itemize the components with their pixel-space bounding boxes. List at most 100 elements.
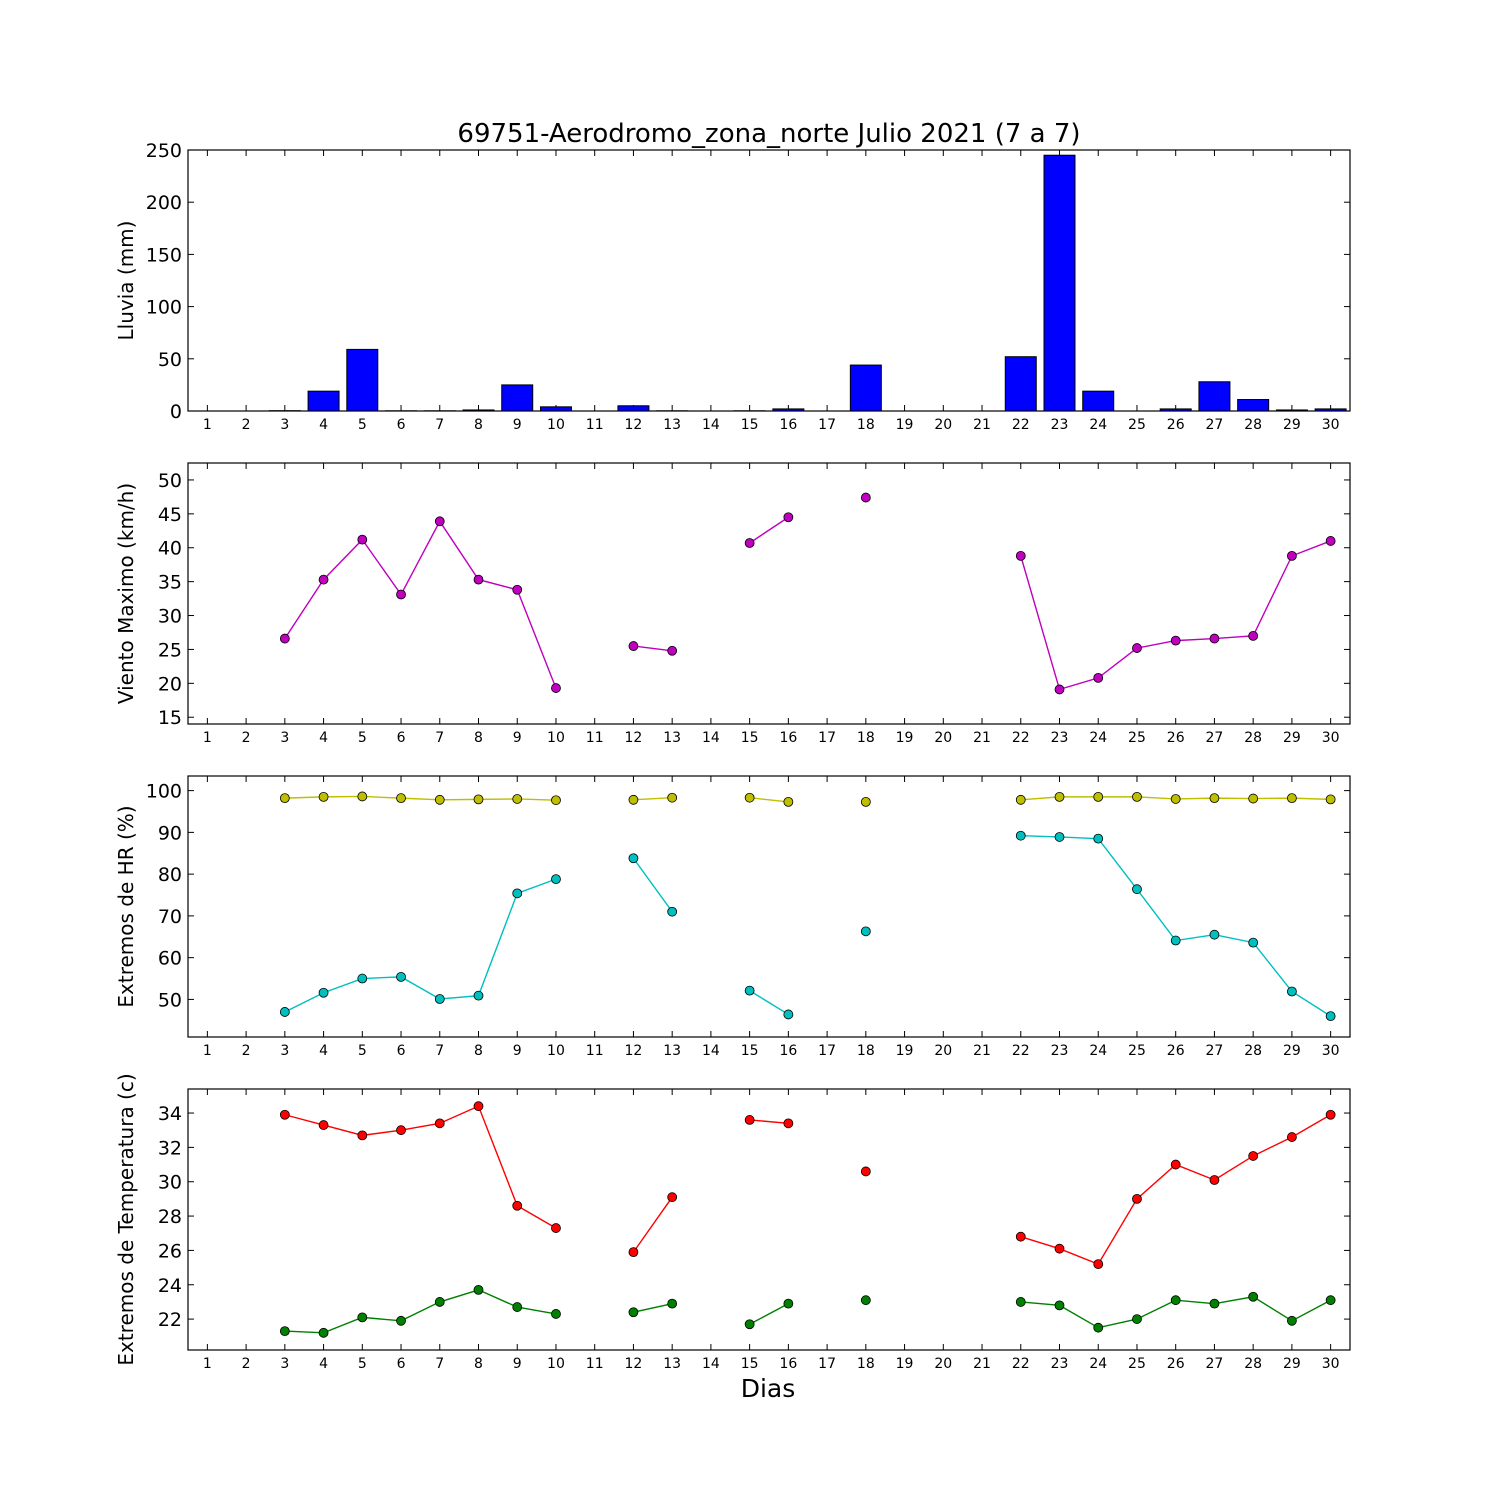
series-1-point-day-26 [1170, 1159, 1181, 1170]
series-1-line [633, 797, 673, 801]
series-1-point-day-13 [667, 645, 678, 656]
y-tick-label: 20 [158, 673, 182, 695]
series-1-point-day-10 [551, 795, 561, 806]
x-tick-label: 23 [1051, 417, 1069, 433]
x-tick-label: 16 [779, 417, 797, 433]
y-axis-label: Lluvia (mm) [114, 221, 138, 341]
x-tick-label: 8 [474, 1356, 483, 1372]
bar-day-24 [1082, 390, 1115, 412]
x-tick-label: 2 [242, 1043, 251, 1059]
series-1-point-day-9 [512, 584, 523, 595]
x-tick-label: 1 [203, 417, 212, 433]
x-tick-label: 16 [779, 730, 797, 746]
x-tick-label: 23 [1051, 1043, 1069, 1059]
x-tick-label: 10 [547, 730, 565, 746]
series-2-point-day-12 [628, 853, 639, 864]
y-tick-label: 50 [158, 349, 182, 371]
bar-day-9 [501, 384, 534, 412]
bar-day-8 [462, 409, 495, 412]
y-tick-label: 32 [158, 1137, 182, 1159]
series-2-point-day-30 [1325, 1295, 1336, 1306]
x-tick-label: 21 [973, 1043, 991, 1059]
y-tick-label: 90 [158, 822, 182, 844]
series-1-point-day-5 [357, 791, 368, 802]
y-tick-label: 40 [158, 538, 182, 560]
series-2-point-day-3 [279, 1326, 290, 1337]
x-tick-label: 5 [358, 730, 367, 746]
series-2-point-day-27 [1209, 1298, 1220, 1309]
series-1-point-day-3 [279, 793, 290, 804]
x-tick-label: 29 [1283, 1043, 1301, 1059]
x-tick-label: 4 [319, 417, 328, 433]
series-1-line [749, 1119, 789, 1125]
series-2-point-day-7 [434, 994, 445, 1004]
series-1-point-day-26 [1170, 794, 1181, 804]
series-1-point-day-27 [1209, 793, 1220, 804]
series-2-point-day-27 [1209, 929, 1220, 940]
y-tick-label: 70 [158, 906, 182, 928]
series-1-point-day-6 [396, 793, 406, 804]
x-tick-label: 7 [435, 1043, 444, 1059]
series-2-point-day-28 [1248, 1291, 1259, 1302]
series-1-point-day-23 [1054, 791, 1065, 802]
series-1-point-day-16 [783, 1118, 794, 1129]
x-tick-label: 12 [625, 730, 643, 746]
series-1-point-day-18 [860, 796, 871, 807]
x-tick-label: 12 [625, 417, 643, 433]
series-1-point-day-4 [318, 574, 329, 585]
x-tick-label: 28 [1244, 1356, 1262, 1372]
x-tick-label: 21 [973, 730, 991, 746]
plot-frame [187, 775, 1351, 1038]
x-tick-label: 19 [896, 1356, 914, 1372]
x-tick-label: 20 [934, 417, 952, 433]
bar-day-29 [1275, 409, 1308, 412]
x-tick-label: 3 [280, 1043, 289, 1059]
series-1-point-day-6 [396, 1125, 406, 1136]
series-1-line [1020, 1114, 1331, 1266]
series-1-point-day-7 [434, 516, 445, 527]
series-2-point-day-16 [783, 1009, 794, 1020]
x-tick-label: 24 [1089, 1043, 1107, 1059]
x-tick-label: 11 [586, 1356, 604, 1372]
x-tick-label: 30 [1322, 1356, 1340, 1372]
series-1-point-day-29 [1287, 793, 1297, 804]
x-tick-label: 27 [1206, 1356, 1224, 1372]
x-tick-label: 30 [1322, 730, 1340, 746]
x-tick-label: 12 [625, 1356, 643, 1372]
x-tick-label: 9 [513, 1043, 522, 1059]
x-tick-label: 17 [818, 417, 836, 433]
series-1-point-day-26 [1170, 635, 1181, 646]
series-1-point-day-29 [1287, 550, 1297, 561]
x-tick-label: 11 [586, 1043, 604, 1059]
x-tick-label: 4 [319, 1043, 328, 1059]
series-2-point-day-9 [512, 1302, 523, 1312]
series-1-point-day-28 [1248, 1151, 1259, 1161]
x-tick-label: 10 [547, 1356, 565, 1372]
series-2-point-day-13 [667, 1298, 678, 1309]
x-tick-label: 24 [1089, 417, 1107, 433]
series-1-line [284, 519, 557, 689]
y-axis-label: Extremos de Temperatura (c) [114, 1073, 138, 1365]
x-tick-label: 8 [474, 1043, 483, 1059]
series-1-point-day-5 [357, 534, 368, 545]
x-tick-label: 25 [1128, 417, 1146, 433]
x-tick-label: 11 [586, 417, 604, 433]
y-tick-label: 35 [158, 572, 182, 594]
x-tick-label: 2 [242, 417, 251, 433]
y-axis-label: Viento Maximo (km/h) [114, 483, 138, 704]
series-1-point-day-7 [434, 794, 445, 805]
x-tick-label: 22 [1012, 1043, 1030, 1059]
series-2-point-day-15 [744, 1319, 755, 1330]
x-tick-label: 17 [818, 1356, 836, 1372]
series-1-point-day-18 [860, 492, 871, 503]
series-1-line [633, 645, 673, 652]
series-2-point-day-29 [1287, 986, 1297, 997]
series-1-line [749, 516, 789, 544]
series-1-point-day-10 [551, 1223, 561, 1233]
series-1-point-day-9 [512, 794, 523, 804]
y-tick-label: 28 [158, 1206, 182, 1228]
series-1-point-day-4 [318, 791, 329, 802]
y-tick-label: 30 [158, 1172, 182, 1194]
